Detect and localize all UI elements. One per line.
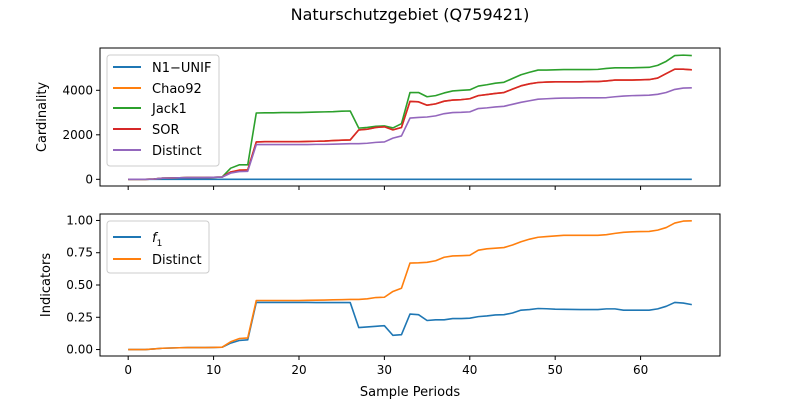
indicators-x-tick-label: 50 [548,363,563,377]
indicators-series-lines [128,220,692,351]
legend-label-f1-main: f [152,231,159,246]
cardinality-y-ticks: 0 2000 4000 [62,83,100,186]
indicators-y-tick-label: 0.75 [66,246,93,260]
indicators-y-tick-label: 0.50 [66,278,93,292]
legend-label-f1-subscript: 1 [157,239,163,249]
indicators-y-axis-label: Indicators [39,253,54,317]
legend-label-sor: SOR [152,123,180,138]
indicators-y-tick-label: 1.00 [66,213,93,227]
cardinality-axes-frame [99,47,721,187]
cardinality-y-tick-label: 4000 [62,83,93,97]
legend-label-distinct-bottom: Distinct [152,253,202,268]
indicators-x-tick-label: 0 [124,363,132,377]
indicators-x-tick-label: 20 [291,363,306,377]
indicators-y-tick-label: 0.25 [66,310,93,324]
indicators-series-line-distinct [128,220,692,351]
indicators-y-ticks: 0.00 0.25 0.50 0.75 1.00 [66,213,100,357]
indicators-legend: f1 Distinct [106,220,210,274]
indicators-x-ticks: 0 10 20 30 40 50 60 [124,356,648,377]
cardinality-x-ticks [127,186,642,190]
cardinality-legend: N1−UNIF Chao92 Jack1 SOR Distinct [106,54,220,167]
indicators-subplot: 0 10 20 30 40 50 60 0.00 0.25 0.50 0.75 1.00 Indic… [39,213,721,400]
x-axis-label: Sample Periods [360,385,460,400]
legend-label-jack1: Jack1 [151,102,187,117]
legend-label-f1: f1 [152,231,162,249]
legend-label-distinct-top: Distinct [152,144,202,159]
cardinality-subplot: 0 2000 4000 Cardinality N1−UNIF Chao92 Jac… [35,47,721,190]
cardinality-y-tick-label: 2000 [62,128,93,142]
indicators-x-tick-label: 40 [462,363,477,377]
indicators-x-tick-label: 30 [377,363,392,377]
cardinality-y-tick-label: 0 [85,172,93,186]
indicators-x-tick-label: 60 [633,363,648,377]
figure-title: Naturschutzgebiet (Q759421) [291,5,530,24]
legend-label-n1-unif: N1−UNIF [152,61,211,76]
legend-label-chao92: Chao92 [152,82,202,97]
cardinality-series-line-distinct [128,87,692,181]
cardinality-y-axis-label: Cardinality [35,82,50,153]
cardinality-legend-box [106,54,220,167]
indicators-y-tick-label: 0.00 [66,343,93,357]
cardinality-series-lines [128,54,692,181]
indicators-x-tick-label: 10 [206,363,221,377]
